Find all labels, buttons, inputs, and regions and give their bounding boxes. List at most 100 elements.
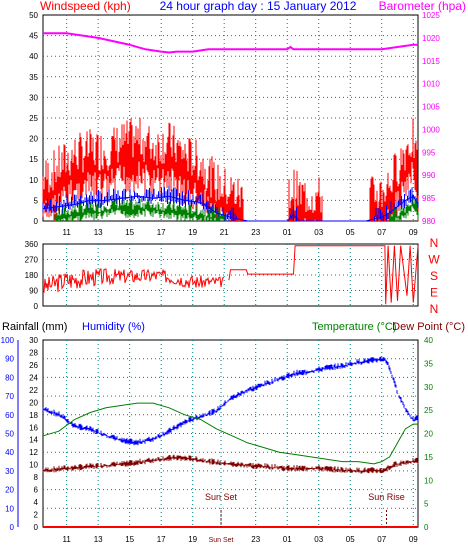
temp-tick-label: 40 xyxy=(424,336,433,345)
barometer-tick-label: 985 xyxy=(422,194,436,203)
humidity-series xyxy=(42,356,419,446)
wind-x-tick-label: 23 xyxy=(251,228,260,237)
humidity-tick-label: 0 xyxy=(10,523,15,532)
rain-tick-label: 20 xyxy=(29,398,38,407)
wind-x-tick-label: 19 xyxy=(188,228,197,237)
wind-x-tick-label: 11 xyxy=(62,228,71,237)
humidity-tick-label: 20 xyxy=(5,486,14,495)
temp-tick-label: 30 xyxy=(424,383,433,392)
barometer-tick-label: 1010 xyxy=(422,80,440,89)
rain-tick-label: 0 xyxy=(34,523,39,532)
humidity-tick-label: 60 xyxy=(5,411,14,420)
barometer-line xyxy=(43,32,418,54)
temp-x-tick-label: 01 xyxy=(283,535,292,544)
barometer-tick-label: 1025 xyxy=(422,11,440,20)
humidity-tick-label: 80 xyxy=(5,373,14,382)
rain-tick-label: 4 xyxy=(34,498,39,507)
rain-tick-label: 16 xyxy=(29,423,38,432)
temp-x-tick-label: 23 xyxy=(251,535,260,544)
rain-tick-label: 12 xyxy=(29,448,38,457)
low-series xyxy=(54,194,419,221)
sun-annotation: Sun Rise xyxy=(368,492,405,502)
rain-tick-label: 8 xyxy=(34,473,39,482)
windspeed-axis-title: Windspeed (kph) xyxy=(40,0,131,13)
wind-tick-label: 0 xyxy=(34,217,39,226)
humidity-tick-label: 30 xyxy=(5,467,14,476)
temp-tick-label: 15 xyxy=(424,453,433,462)
compass-letter: S xyxy=(430,269,438,283)
wind-x-tick-label: 09 xyxy=(409,228,418,237)
chart-title: 24 hour graph day : 15 January 2012 xyxy=(160,0,357,13)
wind-tick-label: 10 xyxy=(29,176,38,185)
direction-tick-label: 270 xyxy=(25,256,39,265)
temp-x-tick-label: 13 xyxy=(94,535,103,544)
wind-x-tick-label: 13 xyxy=(94,228,103,237)
temp-tick-label: 25 xyxy=(424,406,433,415)
barometer-tick-label: 1005 xyxy=(422,103,440,112)
humidity-tick-label: 70 xyxy=(5,392,14,401)
humidity-tick-label: 100 xyxy=(1,336,15,345)
temp-tick-label: 20 xyxy=(424,430,433,439)
rain-tick-label: 26 xyxy=(29,361,38,370)
wind-tick-label: 40 xyxy=(29,52,38,61)
direction-tick-label: 90 xyxy=(29,287,38,296)
compass-letter: W xyxy=(428,253,440,267)
barometer-tick-label: 995 xyxy=(422,148,436,157)
direction-tick-label: 180 xyxy=(25,271,39,280)
temp-x-tick-label: 03 xyxy=(314,535,323,544)
wind-x-tick-label: 01 xyxy=(283,228,292,237)
wind-tick-label: 5 xyxy=(34,196,39,205)
wind-tick-label: 20 xyxy=(29,135,38,144)
humidity-axis-title: Humidity (%) xyxy=(82,321,145,333)
direction-line xyxy=(228,245,419,305)
temp-x-tick-label: Sun Set xyxy=(209,537,234,544)
rain-tick-label: 10 xyxy=(29,461,38,470)
wind-x-tick-label: 15 xyxy=(125,228,134,237)
rain-tick-label: 6 xyxy=(34,486,39,495)
temp-x-tick-label: 15 xyxy=(125,535,134,544)
temp-x-tick-label: 11 xyxy=(62,535,71,544)
dewpoint-series xyxy=(42,454,419,474)
humidity-tick-label: 90 xyxy=(5,355,14,364)
average-line xyxy=(42,195,419,222)
rain-tick-label: 14 xyxy=(29,436,38,445)
humidity-tick-label: 40 xyxy=(5,448,14,457)
wind-x-tick-label: 03 xyxy=(314,228,323,237)
wind-tick-label: 45 xyxy=(29,32,38,41)
rain-tick-label: 18 xyxy=(29,411,38,420)
direction-tick-label: 0 xyxy=(34,302,39,311)
temp-x-tick-label: 09 xyxy=(409,535,418,544)
barometer-tick-label: 1020 xyxy=(422,34,440,43)
dewpoint-axis-title: Dew Point (°C) xyxy=(392,321,465,333)
barometer-tick-label: 980 xyxy=(422,217,436,226)
humidity-tick-label: 10 xyxy=(5,504,14,513)
wind-x-tick-label: 07 xyxy=(377,228,386,237)
humidity-tick-label: 50 xyxy=(5,430,14,439)
temp-tick-label: 0 xyxy=(424,523,429,532)
rain-tick-label: 30 xyxy=(29,336,38,345)
rain-tick-label: 22 xyxy=(29,386,38,395)
wind-tick-label: 25 xyxy=(29,114,38,123)
direction-tick-label: 360 xyxy=(25,240,39,249)
rain-tick-label: 28 xyxy=(29,348,38,357)
compass-letter: N xyxy=(430,236,439,250)
temp-tick-label: 35 xyxy=(424,359,433,368)
wind-x-tick-label: 21 xyxy=(220,228,229,237)
wind-x-tick-label: 05 xyxy=(346,228,355,237)
direction-noise xyxy=(42,268,224,294)
barometer-tick-label: 990 xyxy=(422,171,436,180)
barometer-tick-label: 1000 xyxy=(422,125,440,134)
temp-x-tick-label: 05 xyxy=(346,535,355,544)
rain-tick-label: 24 xyxy=(29,373,38,382)
wind-tick-label: 50 xyxy=(29,11,38,20)
temperature-axis-title: Temperature (°C) xyxy=(312,321,396,333)
wind-tick-label: 35 xyxy=(29,73,38,82)
barometer-tick-label: 1015 xyxy=(422,57,440,66)
temp-x-tick-label: 19 xyxy=(188,535,197,544)
rain-tick-label: 2 xyxy=(34,511,39,520)
compass-letter: N xyxy=(430,302,439,316)
sun-annotation: Sun Set xyxy=(205,492,238,502)
wind-x-tick-label: 17 xyxy=(157,228,166,237)
temp-tick-label: 10 xyxy=(424,476,433,485)
